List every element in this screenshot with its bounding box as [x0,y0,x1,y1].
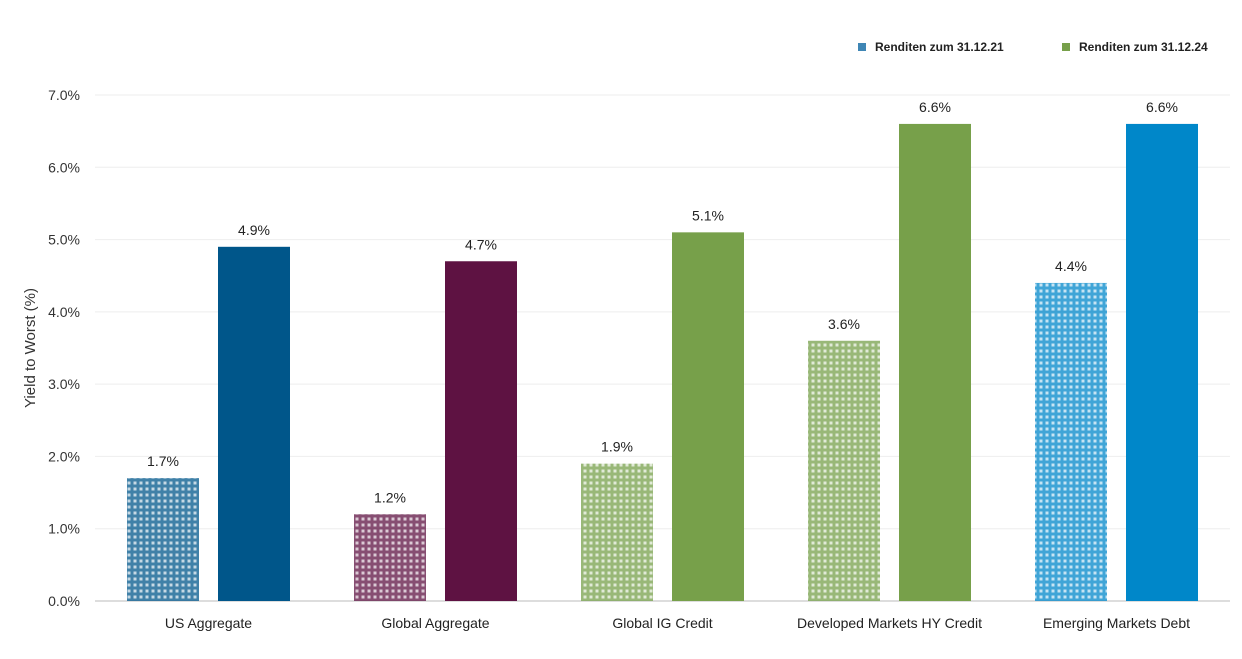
y-axis-label: Yield to Worst (%) [22,288,39,408]
data-label: 1.2% [374,489,406,505]
x-tick-label: Developed Markets HY Credit [797,615,982,631]
data-label: 3.6% [828,316,860,332]
legend-item-2024: Renditen zum 31.12.24 [1062,40,1208,54]
data-label: 1.7% [147,453,179,469]
bar-2021 [354,514,426,601]
x-tick-label: US Aggregate [165,615,252,631]
data-label: 6.6% [1146,99,1178,115]
y-tick-label: 1.0% [48,521,80,537]
data-label: 4.4% [1055,258,1087,274]
bar-2024 [1126,123,1198,602]
legend-swatch [1062,43,1070,51]
data-label: 5.1% [692,207,724,223]
bar-2021 [808,340,880,601]
x-tick-label: Global IG Credit [612,615,712,631]
legend-label: Renditen zum 31.12.21 [875,40,1004,54]
data-label: 6.6% [919,99,951,115]
y-tick-label: 6.0% [48,159,80,175]
bar-2021 [127,478,199,601]
y-tick-label: 7.0% [48,87,80,103]
data-label: 4.7% [465,236,497,252]
data-label: 4.9% [238,222,270,238]
bar-2024 [899,123,971,602]
bar-2024 [218,246,290,602]
bar-2024 [672,232,744,602]
legend-swatch [858,43,866,51]
y-tick-label: 5.0% [48,232,80,248]
bar-2021 [1035,282,1107,601]
y-tick-label: 3.0% [48,376,80,392]
x-tick-label: Global Aggregate [381,615,489,631]
x-tick-label: Emerging Markets Debt [1043,615,1190,631]
data-label: 1.9% [601,439,633,455]
legend-item-2021: Renditen zum 31.12.21 [858,40,1004,54]
y-tick-label: 0.0% [48,593,80,609]
bar-2024 [445,261,517,601]
bar-2021 [581,463,653,601]
legend-label: Renditen zum 31.12.24 [1079,40,1208,54]
y-tick-label: 2.0% [48,448,80,464]
y-tick-label: 4.0% [48,304,80,320]
